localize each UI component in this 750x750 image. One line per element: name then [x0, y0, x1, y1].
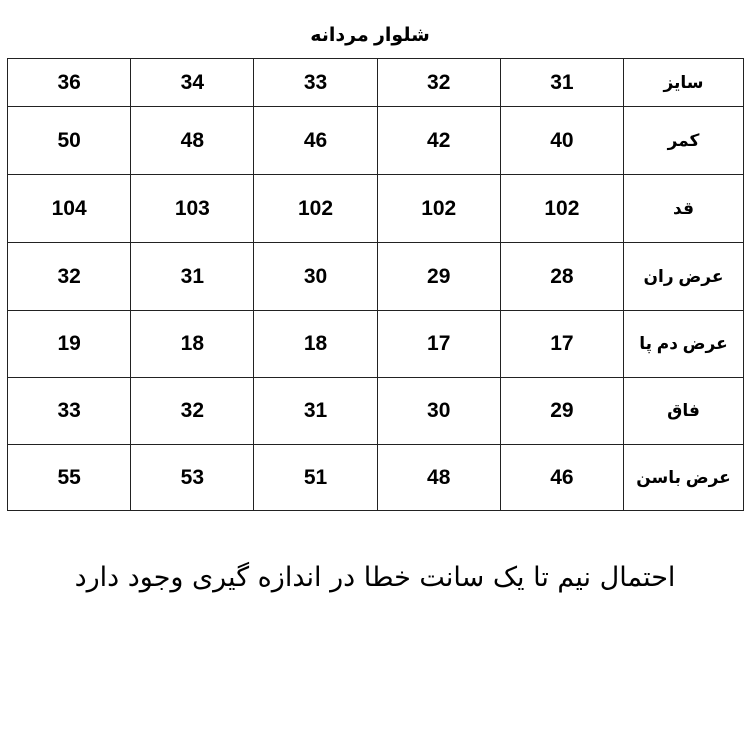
size-header-cell: 31	[499, 58, 625, 107]
row-label: عرض باسن	[623, 444, 744, 511]
table-row: فاق 29 30 31 32 33	[6, 377, 744, 445]
value-cell: 30	[253, 242, 378, 311]
table-row: کمر 40 42 46 48 50	[6, 106, 744, 175]
value-cell: 29	[499, 377, 625, 445]
value-cell: 102	[253, 174, 378, 243]
value-cell: 31	[130, 242, 255, 311]
value-cell: 17	[376, 310, 501, 378]
value-cell: 33	[6, 377, 132, 445]
table-row: قد 102 102 102 103 104	[6, 174, 744, 243]
row-label: عرض دم پا	[623, 310, 744, 378]
page-title: شلوار مردانه	[310, 25, 430, 46]
row-label: فاق	[623, 377, 744, 445]
value-cell: 42	[376, 106, 501, 175]
value-cell: 19	[6, 310, 132, 378]
value-cell: 53	[130, 444, 255, 511]
value-cell: 29	[376, 242, 501, 311]
size-header-cell: 33	[253, 58, 378, 107]
row-label: قد	[623, 174, 744, 243]
row-label: سایز	[623, 58, 744, 107]
value-cell: 48	[130, 106, 255, 175]
size-header-cell: 34	[130, 58, 255, 107]
value-cell: 103	[130, 174, 255, 243]
table-row: عرض ران 28 29 30 31 32	[6, 242, 744, 311]
size-chart-table: سایز 31 32 33 34 36 کمر 40 42 46 48 50 قد 102 102 102 10…	[6, 58, 744, 511]
value-cell: 32	[130, 377, 255, 445]
value-cell: 17	[499, 310, 625, 378]
row-label: کمر	[623, 106, 744, 175]
value-cell: 46	[253, 106, 378, 175]
value-cell: 40	[499, 106, 625, 175]
value-cell: 18	[253, 310, 378, 378]
value-cell: 48	[376, 444, 501, 511]
value-cell: 55	[6, 444, 132, 511]
value-cell: 102	[499, 174, 625, 243]
value-cell: 51	[253, 444, 378, 511]
value-cell: 18	[130, 310, 255, 378]
table-row: عرض دم پا 17 17 18 18 19	[6, 310, 744, 378]
value-cell: 31	[253, 377, 378, 445]
value-cell: 46	[499, 444, 625, 511]
header-row: سایز 31 32 33 34 36	[6, 58, 744, 107]
value-cell: 28	[499, 242, 625, 311]
value-cell: 104	[6, 174, 132, 243]
value-cell: 30	[376, 377, 501, 445]
measurement-note: احتمال نیم تا یک سانت خطا در اندازه گیری…	[74, 562, 676, 593]
row-label: عرض ران	[623, 242, 744, 311]
size-header-cell: 36	[6, 58, 132, 107]
value-cell: 32	[6, 242, 132, 311]
table-row: عرض باسن 46 48 51 53 55	[6, 444, 744, 511]
size-header-cell: 32	[376, 58, 501, 107]
value-cell: 50	[6, 106, 132, 175]
value-cell: 102	[376, 174, 501, 243]
